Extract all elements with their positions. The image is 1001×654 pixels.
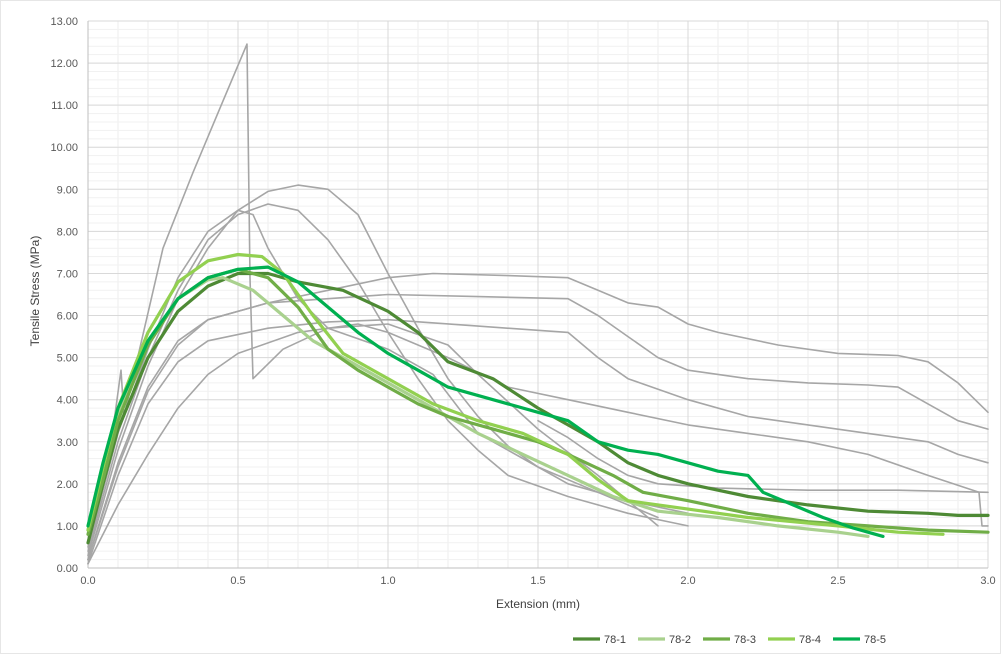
y-tick-label: 8.00 [57, 226, 78, 238]
x-tick-label: 1.5 [530, 575, 545, 587]
legend-label-78-3: 78-3 [734, 634, 756, 646]
legend-label-78-4: 78-4 [799, 634, 821, 646]
x-tick-labels: 0.0 0.5 1.0 1.5 2.0 2.5 3.0 [80, 575, 995, 587]
y-tick-label: 1.00 [57, 521, 78, 533]
comparison-series-line [537, 419, 989, 494]
y-tick-label: 6.00 [57, 311, 78, 323]
x-axis-title: Extension (mm) [496, 597, 580, 611]
y-tick-labels: 0.00 1.00 2.00 3.00 4.00 5.00 6.00 7.00 8.00 9.00… [50, 16, 78, 575]
x-tick-label: 1.0 [380, 575, 395, 587]
comparison-series-line [87, 318, 989, 565]
legend-label-78-2: 78-2 [669, 634, 691, 646]
x-tick-label: 2.5 [830, 575, 845, 587]
y-tick-label: 10.00 [50, 142, 78, 154]
y-tick-label: 13.00 [50, 16, 78, 28]
main-series [86, 252, 990, 545]
y-tick-label: 11.00 [51, 100, 78, 112]
comparison-series-line [87, 272, 989, 561]
comparison-series-line [87, 203, 689, 552]
comparison-series-line [87, 293, 989, 561]
legend: 78-1 78-2 78-3 78-4 78-5 [573, 634, 886, 646]
y-tick-label: 12.00 [50, 58, 78, 70]
y-tick-label: 2.00 [57, 479, 78, 491]
axes [87, 21, 988, 569]
x-tick-label: 0.0 [80, 575, 95, 587]
x-tick-label: 0.5 [230, 575, 245, 587]
legend-label-78-5: 78-5 [864, 634, 886, 646]
y-tick-label: 9.00 [57, 184, 78, 196]
y-tick-label: 3.00 [57, 437, 78, 449]
y-tick-label: 7.00 [57, 268, 78, 280]
y-tick-label: 4.00 [57, 395, 78, 407]
x-tick-label: 2.0 [680, 575, 695, 587]
y-tick-label: 0.00 [57, 563, 78, 575]
series-line-78-1 [86, 271, 990, 545]
x-tick-label: 3.0 [980, 575, 995, 587]
series-line-78-5 [86, 265, 885, 538]
y-tick-label: 5.00 [57, 353, 78, 365]
legend-label-78-1: 78-1 [604, 634, 626, 646]
y-axis-title: Tensile Stress (MPa) [28, 236, 42, 347]
series-line-78-4 [86, 252, 945, 536]
